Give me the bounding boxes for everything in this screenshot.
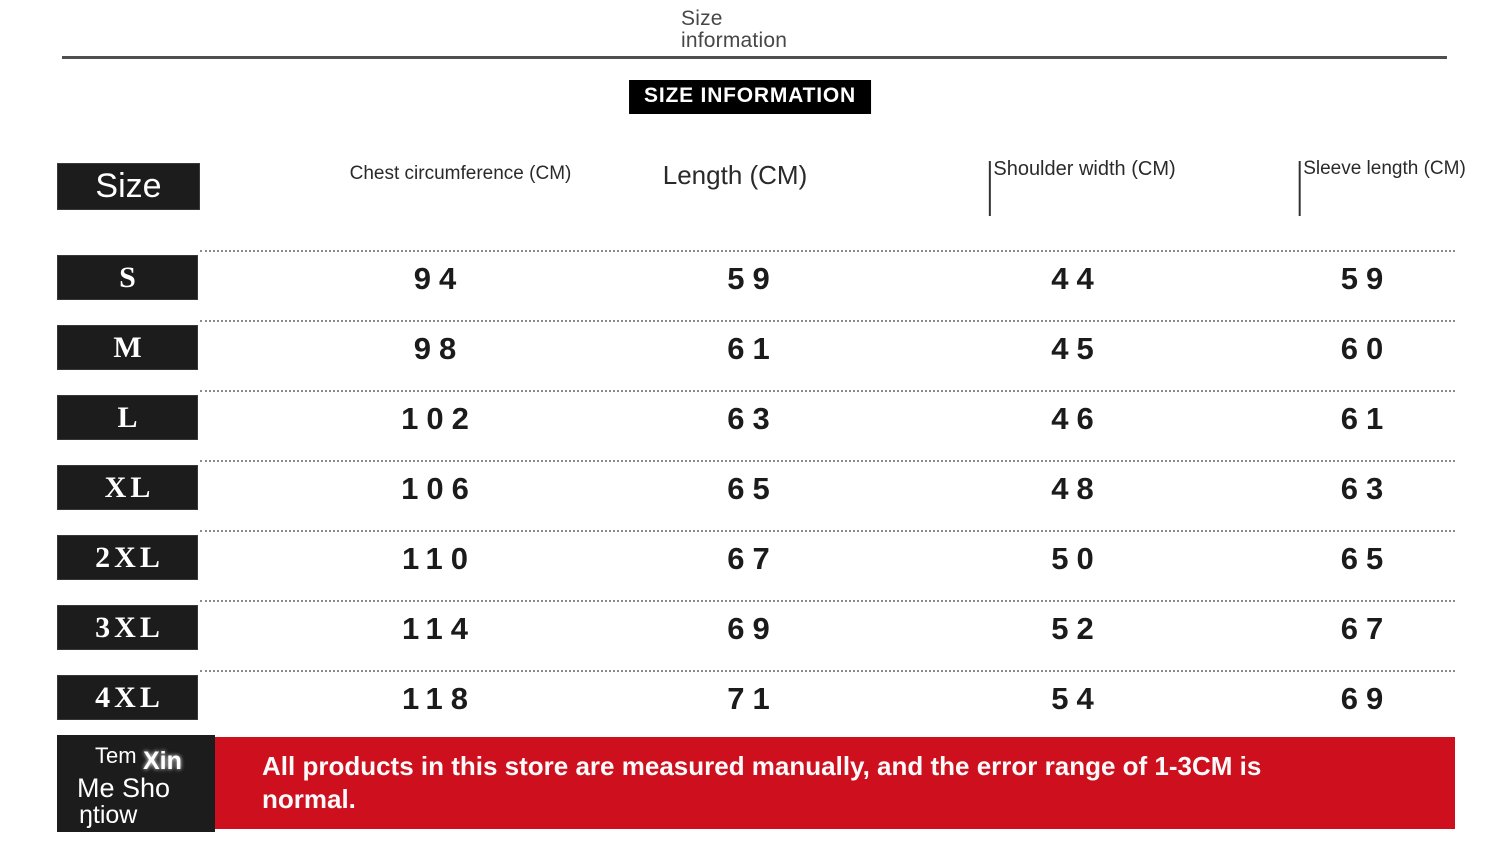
chest-value: 98 <box>413 331 465 366</box>
chest-value: 102 <box>401 401 477 436</box>
size-label-3xl: 3XL <box>57 605 198 650</box>
row-divider <box>200 250 1455 252</box>
chest-value: 118 <box>401 681 477 716</box>
row-divider <box>200 530 1455 532</box>
table-row-4xl: 4XL 118 71 54 69 <box>0 670 1500 740</box>
shoulder-value: 54 <box>1051 681 1102 716</box>
row-divider <box>200 670 1455 672</box>
note-box-text: ŋtiow <box>79 801 138 829</box>
size-label-l: L <box>57 395 198 440</box>
shoulder-value: 44 <box>1051 261 1102 296</box>
size-column-header: Size <box>57 163 200 210</box>
column-divider-tick <box>988 161 991 216</box>
size-label-m: M <box>57 325 198 370</box>
length-value: 65 <box>727 471 778 506</box>
length-value: 67 <box>727 541 778 576</box>
chest-value: 110 <box>401 541 477 576</box>
measurement-disclaimer-banner: All products in this store are measured … <box>215 737 1455 829</box>
note-box-text: Me Sho <box>77 773 171 803</box>
note-label-box: Tem Xin Me Sho ŋtiow <box>57 735 215 832</box>
table-row-s: S 94 59 44 59 <box>0 250 1500 320</box>
length-value: 63 <box>727 401 778 436</box>
row-divider <box>200 460 1455 462</box>
column-divider-tick <box>1298 161 1301 216</box>
size-label-s: S <box>57 255 198 300</box>
shoulder-value: 46 <box>1051 401 1102 436</box>
column-header-chest: Chest circumference (CM) <box>349 163 572 184</box>
table-row-2xl: 2XL 110 67 50 65 <box>0 530 1500 600</box>
chest-value: 94 <box>413 261 465 296</box>
sleeve-value: 61 <box>1340 401 1392 436</box>
page-title: Size information <box>681 8 787 52</box>
sleeve-value: 60 <box>1340 331 1392 366</box>
table-row-xl: XL 106 65 48 63 <box>0 460 1500 530</box>
size-label-2xl: 2XL <box>57 535 198 580</box>
sleeve-value: 59 <box>1340 261 1392 296</box>
top-divider <box>62 56 1447 59</box>
row-divider <box>200 320 1455 322</box>
chest-value: 106 <box>401 471 477 506</box>
page-title-line2: information <box>681 29 788 52</box>
length-value: 69 <box>727 611 778 646</box>
sleeve-value: 63 <box>1340 471 1392 506</box>
row-divider <box>200 600 1455 602</box>
shoulder-value: 45 <box>1051 331 1102 366</box>
chest-value: 114 <box>401 611 477 646</box>
length-value: 59 <box>727 261 778 296</box>
size-table: S 94 59 44 59 M 98 61 45 60 L 102 63 46 … <box>0 250 1500 740</box>
size-label-4xl: 4XL <box>57 675 198 720</box>
column-header-sleeve-label: Sleeve length (CM) <box>1303 158 1466 179</box>
length-value: 71 <box>727 681 778 716</box>
size-information-badge: SIZE INFORMATION <box>629 80 871 114</box>
table-row-l: L 102 63 46 61 <box>0 390 1500 460</box>
disclaimer-text: All products in this store are measured … <box>262 751 1262 814</box>
note-box-text: Xin <box>143 747 182 775</box>
shoulder-value: 50 <box>1051 541 1102 576</box>
column-header-shoulder-label: Shoulder width (CM) <box>993 158 1176 180</box>
size-label-xl: XL <box>57 465 198 510</box>
column-header-shoulder: Shoulder width (CM) <box>988 158 1176 216</box>
note-box-text: Tem <box>95 743 137 768</box>
shoulder-value: 48 <box>1051 471 1102 506</box>
shoulder-value: 52 <box>1051 611 1102 646</box>
sleeve-value: 65 <box>1340 541 1392 576</box>
page-title-line1: Size <box>681 7 723 30</box>
table-row-m: M 98 61 45 60 <box>0 320 1500 390</box>
length-value: 61 <box>727 331 778 366</box>
column-header-sleeve: Sleeve length (CM) <box>1298 158 1466 216</box>
column-header-length: Length (CM) <box>662 160 808 190</box>
sleeve-value: 69 <box>1340 681 1392 716</box>
table-row-3xl: 3XL 114 69 52 67 <box>0 600 1500 670</box>
sleeve-value: 67 <box>1340 611 1392 646</box>
row-divider <box>200 390 1455 392</box>
